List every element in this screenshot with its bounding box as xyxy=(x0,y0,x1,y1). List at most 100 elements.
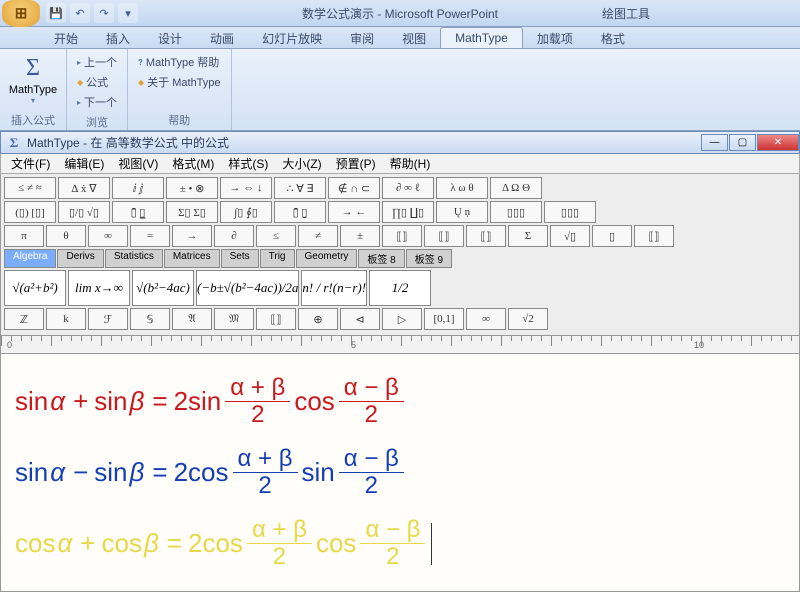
tab-9[interactable]: 板签 9 xyxy=(406,249,452,268)
tab-algebra[interactable]: Algebra xyxy=(4,249,56,268)
formula-3[interactable]: cosα + cosβ = 2 cos α + β2 cos α − β2 xyxy=(15,518,785,569)
palette-cell[interactable]: ⟦⟧ xyxy=(424,225,464,247)
formula-2[interactable]: sinα − sinβ = 2 cos α + β2 sin α − β2 xyxy=(15,447,785,498)
palette-cell[interactable]: ▯̄ ▯̲ xyxy=(112,201,164,223)
menu-help[interactable]: 帮助(H) xyxy=(384,153,437,174)
palette-cell[interactable]: (▯) [▯] xyxy=(4,201,56,223)
tab-mathtype[interactable]: MathType xyxy=(440,27,523,48)
palette-cell[interactable]: ± xyxy=(340,225,380,247)
mt-edit-area[interactable]: sinα + sinβ = 2 sin α + β2 cos α − β2 si… xyxy=(0,354,800,592)
palette-cell[interactable]: ▯ xyxy=(592,225,632,247)
palette-cell[interactable]: ▯̄ ▯̱ xyxy=(274,201,326,223)
menu-edit[interactable]: 编辑(E) xyxy=(58,153,110,174)
menu-view[interactable]: 视图(V) xyxy=(112,153,164,174)
tab-view[interactable]: 视图 xyxy=(388,27,440,48)
palette-cell[interactable]: Σ xyxy=(508,225,548,247)
palette-cell[interactable]: √▯ xyxy=(550,225,590,247)
palette-bigcell[interactable]: lim x→∞ xyxy=(68,270,130,306)
qat-dropdown-icon[interactable]: ▾ xyxy=(118,3,138,23)
palette-cell[interactable]: ∏▯ ∐▯ xyxy=(382,201,434,223)
menu-size[interactable]: 大小(Z) xyxy=(276,153,327,174)
menu-format[interactable]: 格式(M) xyxy=(166,153,220,174)
tab-insert[interactable]: 插入 xyxy=(92,27,144,48)
tab-8[interactable]: 板签 8 xyxy=(358,249,404,268)
palette-cell[interactable]: ∂ xyxy=(214,225,254,247)
menu-file[interactable]: 文件(F) xyxy=(5,153,56,174)
qat-undo-icon[interactable]: ↶ xyxy=(70,3,90,23)
palette-cell[interactable]: Δ Ω Θ xyxy=(490,177,542,199)
palette-cell[interactable]: ∂ ∞ ℓ xyxy=(382,177,434,199)
palette-cell[interactable]: 𝔐 xyxy=(214,308,254,330)
tab-design[interactable]: 设计 xyxy=(144,27,196,48)
palette-cell[interactable]: ⟦⟧ xyxy=(256,308,296,330)
tab-addins[interactable]: 加载项 xyxy=(523,27,587,48)
maximize-button[interactable]: ▢ xyxy=(729,134,756,151)
menu-pref[interactable]: 预置(P) xyxy=(330,153,382,174)
palette-cell[interactable]: ± • ⊗ xyxy=(166,177,218,199)
palette-cell[interactable]: ≤ xyxy=(256,225,296,247)
palette-bigcell[interactable]: (−b±√(b²−4ac))/2a xyxy=(196,270,299,306)
formula-1[interactable]: sinα + sinβ = 2 sin α + β2 cos α − β2 xyxy=(15,376,785,427)
palette-bigcell[interactable]: n! / r!(n−r)! xyxy=(301,270,367,306)
palette-cell[interactable]: ⊕ xyxy=(298,308,338,330)
palette-cell[interactable]: ≠ xyxy=(298,225,338,247)
palette-cell[interactable]: ∆ ẋ ∇ xyxy=(58,177,110,199)
palette-cell[interactable]: Σ▯ Σ▯ xyxy=(166,201,218,223)
palette-cell[interactable]: = xyxy=(130,225,170,247)
tab-matrices[interactable]: Matrices xyxy=(164,249,220,268)
palette-cell[interactable]: ⟦⟧ xyxy=(382,225,422,247)
palette-cell[interactable]: ⊲ xyxy=(340,308,380,330)
palette-cell[interactable]: √2 xyxy=(508,308,548,330)
palette-cell[interactable]: ℱ xyxy=(88,308,128,330)
palette-cell[interactable]: π xyxy=(4,225,44,247)
palette-cell[interactable]: ∴ ∀ ∃ xyxy=(274,177,326,199)
next-button[interactable]: 下一个 xyxy=(73,92,121,112)
palette-cell[interactable]: → ⇔ ↓ xyxy=(220,177,272,199)
about-button[interactable]: 关于 MathType xyxy=(134,72,225,92)
palette-cell[interactable]: ∉ ∩ ⊂ xyxy=(328,177,380,199)
palette-cell[interactable]: → ← xyxy=(328,201,380,223)
palette-cell[interactable]: ⅈ ⅉ xyxy=(112,177,164,199)
office-button[interactable]: ⊞ xyxy=(2,0,40,27)
prev-button[interactable]: 上一个 xyxy=(73,52,121,72)
tab-review[interactable]: 审阅 xyxy=(336,27,388,48)
tab-stats[interactable]: Statistics xyxy=(105,249,163,268)
palette-cell[interactable]: ⟦⟧ xyxy=(466,225,506,247)
palette-cell[interactable]: 𝕊 xyxy=(130,308,170,330)
palette-cell[interactable]: ∞ xyxy=(466,308,506,330)
mathtype-button[interactable]: Σ MathType ▾ xyxy=(6,52,60,108)
palette-cell[interactable]: λ ω θ xyxy=(436,177,488,199)
tab-animation[interactable]: 动画 xyxy=(196,27,248,48)
tab-derivs[interactable]: Derivs xyxy=(57,249,103,268)
palette-cell[interactable]: θ xyxy=(46,225,86,247)
palette-cell[interactable]: ∞ xyxy=(88,225,128,247)
formula-button[interactable]: 公式 xyxy=(73,72,121,92)
palette-cell[interactable]: ∫▯ ∮▯ xyxy=(220,201,272,223)
tab-sets[interactable]: Sets xyxy=(221,249,259,268)
palette-cell[interactable]: ⟦⟧ xyxy=(634,225,674,247)
palette-cell[interactable]: ▯▯▯ xyxy=(490,201,542,223)
palette-bigcell[interactable]: 1/2 xyxy=(369,270,431,306)
tab-geom[interactable]: Geometry xyxy=(296,249,358,268)
tab-slideshow[interactable]: 幻灯片放映 xyxy=(248,27,336,48)
close-button[interactable]: ✕ xyxy=(757,134,799,151)
palette-bigcell[interactable]: √(b²−4ac) xyxy=(132,270,194,306)
palette-cell[interactable]: → xyxy=(172,225,212,247)
qat-redo-icon[interactable]: ↷ xyxy=(94,3,114,23)
palette-cell[interactable]: k xyxy=(46,308,86,330)
palette-cell[interactable]: Ų ṇ xyxy=(436,201,488,223)
qat-save-icon[interactable]: 💾 xyxy=(46,3,66,23)
tab-home[interactable]: 开始 xyxy=(40,27,92,48)
palette-cell[interactable]: ▯▯▯ xyxy=(544,201,596,223)
palette-cell[interactable]: ℤ xyxy=(4,308,44,330)
menu-style[interactable]: 样式(S) xyxy=(222,153,274,174)
tab-format[interactable]: 格式 xyxy=(587,27,639,48)
palette-cell[interactable]: [0,1] xyxy=(424,308,464,330)
palette-cell[interactable]: ≤ ≠ ≈ xyxy=(4,177,56,199)
palette-cell[interactable]: 𝔄 xyxy=(172,308,212,330)
minimize-button[interactable]: — xyxy=(701,134,728,151)
palette-cell[interactable]: ▷ xyxy=(382,308,422,330)
tab-trig[interactable]: Trig xyxy=(260,249,295,268)
help-button[interactable]: MathType 帮助 xyxy=(134,52,225,72)
palette-cell[interactable]: ▯/▯ √▯ xyxy=(58,201,110,223)
